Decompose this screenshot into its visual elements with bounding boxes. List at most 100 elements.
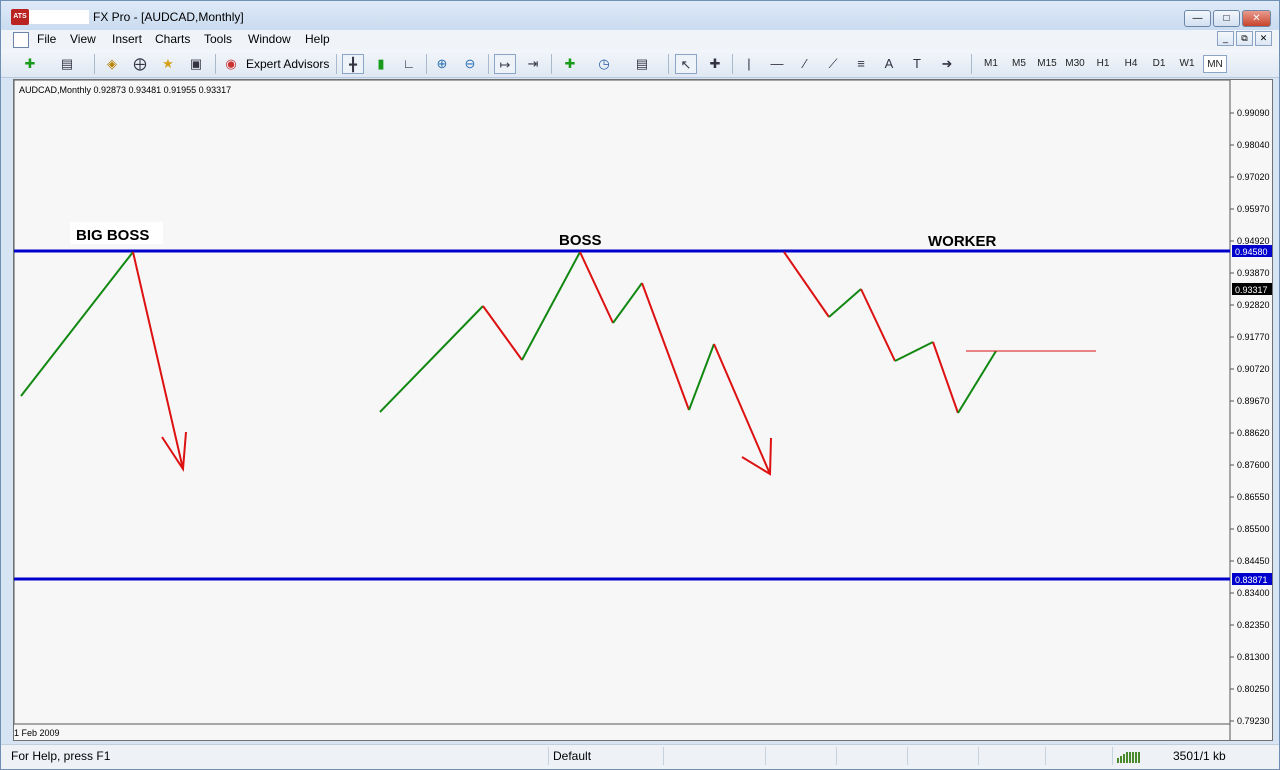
boss-leg-4 [579, 251, 614, 324]
status-separator [548, 747, 549, 765]
candlestick-icon[interactable]: ▮ [377, 56, 385, 71]
expert-advisors-button[interactable]: Expert Advisors [246, 57, 330, 71]
price-tick-label: 0.99090 [1237, 108, 1270, 118]
price-tick-label: 0.82350 [1237, 620, 1270, 630]
menu-tools[interactable]: Tools [204, 32, 233, 46]
fibonacci-icon[interactable]: ≡ [857, 56, 865, 71]
price-tick-label: 0.98040 [1237, 140, 1270, 150]
timeframe-m5[interactable]: M5 [1012, 58, 1026, 69]
worker-leg-3 [860, 288, 896, 362]
menu-insert[interactable]: Insert [112, 32, 143, 46]
child-close-button[interactable]: ✕ [1255, 31, 1272, 46]
text-label-icon[interactable]: T [913, 56, 921, 71]
price-tick-label: 0.79230 [1237, 716, 1270, 726]
lower-level-tag [1232, 573, 1272, 585]
boss-leg-3 [521, 251, 581, 361]
cursor-icon[interactable]: ↖ [675, 54, 697, 74]
price-tick-label: 0.85500 [1237, 524, 1270, 534]
worker-leg-4 [894, 341, 934, 362]
arrows-icon[interactable]: ➜ [941, 56, 953, 71]
market-watch-icon[interactable]: ◈ [107, 56, 117, 71]
status-separator [836, 747, 837, 765]
menu-charts[interactable]: Charts [155, 32, 191, 46]
boss-leg-7 [688, 343, 715, 411]
timeframe-w1[interactable]: W1 [1179, 58, 1195, 69]
terminal-icon[interactable]: ▣ [189, 56, 203, 71]
timeframe-d1[interactable]: D1 [1152, 58, 1166, 69]
chart-window[interactable]: AUDCAD,Monthly 0.92873 0.93481 0.91955 0… [13, 79, 1273, 741]
navigator-icon[interactable]: ⨁ [133, 56, 147, 71]
periods-icon[interactable]: ◷ [598, 56, 610, 71]
price-tick-label: 0.81300 [1237, 652, 1270, 662]
price-tick-label: 0.84450 [1237, 556, 1270, 566]
timeframe-h4[interactable]: H4 [1124, 58, 1138, 69]
equidistant-channel-icon[interactable]: ⟋ [828, 56, 838, 71]
current-price-value: 0.93317 [1235, 285, 1268, 295]
chart-shift-icon[interactable]: ⇥ [527, 56, 539, 71]
price-tick-label: 0.88620 [1237, 428, 1270, 438]
boss-leg-1 [379, 305, 484, 413]
boss-label: BOSS [559, 232, 602, 249]
child-minimize-button[interactable]: _ [1217, 31, 1234, 46]
timeframe-mn[interactable]: MN [1203, 55, 1227, 73]
menu-help[interactable]: Help [305, 32, 330, 46]
toolbar-separator [551, 54, 552, 74]
plot-area[interactable] [13, 79, 1231, 725]
timeframe-m30[interactable]: M30 [1065, 58, 1085, 69]
worker-leg-6 [957, 350, 997, 414]
expert-advisors-icon[interactable]: ◉ [225, 56, 237, 71]
minimize-button[interactable]: — [1184, 10, 1211, 27]
favorites-icon[interactable]: ★ [162, 56, 174, 71]
zoom-out-icon[interactable]: ⊖ [464, 56, 476, 71]
upper-level-value: 0.94580 [1235, 247, 1268, 257]
price-tick-label: 0.80250 [1237, 684, 1270, 694]
status-profile: Default [553, 749, 592, 763]
menu-window[interactable]: Window [248, 32, 291, 46]
app-logo-icon: ATS [11, 9, 29, 25]
price-tick-label: 0.89670 [1237, 396, 1270, 406]
price-tick-label: 0.95970 [1237, 204, 1270, 214]
toolbar-separator [215, 54, 216, 74]
bar-chart-icon[interactable]: ╋ [342, 54, 364, 74]
window-title: FX Pro - [AUDCAD,Monthly] [93, 10, 244, 24]
profiles-icon[interactable]: ▤ [60, 56, 74, 71]
zoom-in-icon[interactable]: ⊕ [436, 56, 448, 71]
chart-canvas[interactable]: AUDCAD,Monthly 0.92873 0.93481 0.91955 0… [13, 79, 1272, 740]
crosshair-icon[interactable]: ✚ [709, 56, 721, 71]
text-icon[interactable]: A [884, 56, 894, 71]
toolbar-separator [488, 54, 489, 74]
autoscroll-icon[interactable]: ↦ [494, 54, 516, 74]
templates-icon[interactable]: ▤ [635, 56, 649, 71]
timeframe-h1[interactable]: H1 [1096, 58, 1110, 69]
line-chart-icon[interactable]: ∟ [402, 56, 416, 71]
toolbar-separator [732, 54, 733, 74]
chart-header: AUDCAD,Monthly 0.92873 0.93481 0.91955 0… [19, 85, 231, 95]
menu-view[interactable]: View [70, 32, 96, 46]
date-label: 1 Feb 2009 [14, 728, 60, 738]
toolbar-separator [336, 54, 337, 74]
maximize-button[interactable]: □ [1213, 10, 1240, 27]
upper-level-tag [1232, 245, 1272, 257]
indicators-icon[interactable]: ✚ [564, 56, 576, 71]
status-separator [1112, 747, 1113, 765]
big-boss-arrowhead [161, 431, 187, 472]
boss-leg-5 [612, 282, 643, 324]
boss-leg-6 [641, 282, 690, 411]
child-restore-button[interactable]: ⧉ [1236, 31, 1253, 46]
trendline-icon[interactable]: ∕ [803, 56, 807, 71]
title-redaction [29, 10, 89, 24]
menu-file[interactable]: File [37, 32, 57, 46]
new-chart-icon[interactable]: ✚ [24, 56, 36, 71]
document-icon[interactable] [13, 32, 29, 48]
close-button[interactable]: ✕ [1242, 10, 1271, 27]
price-tick-label: 0.83400 [1237, 588, 1270, 598]
connection-icon [1117, 752, 1140, 763]
status-bar: For Help, press F1 Default 3501/1 kb [1, 744, 1279, 769]
worker-leg-5 [932, 341, 959, 414]
worker-leg-1 [783, 251, 830, 318]
vertical-line-icon[interactable]: | [747, 56, 751, 71]
timeframe-m1[interactable]: M1 [984, 58, 998, 69]
horizontal-line-icon[interactable]: — [770, 56, 784, 71]
timeframe-m15[interactable]: M15 [1037, 58, 1057, 69]
worker-leg-2 [828, 288, 862, 318]
